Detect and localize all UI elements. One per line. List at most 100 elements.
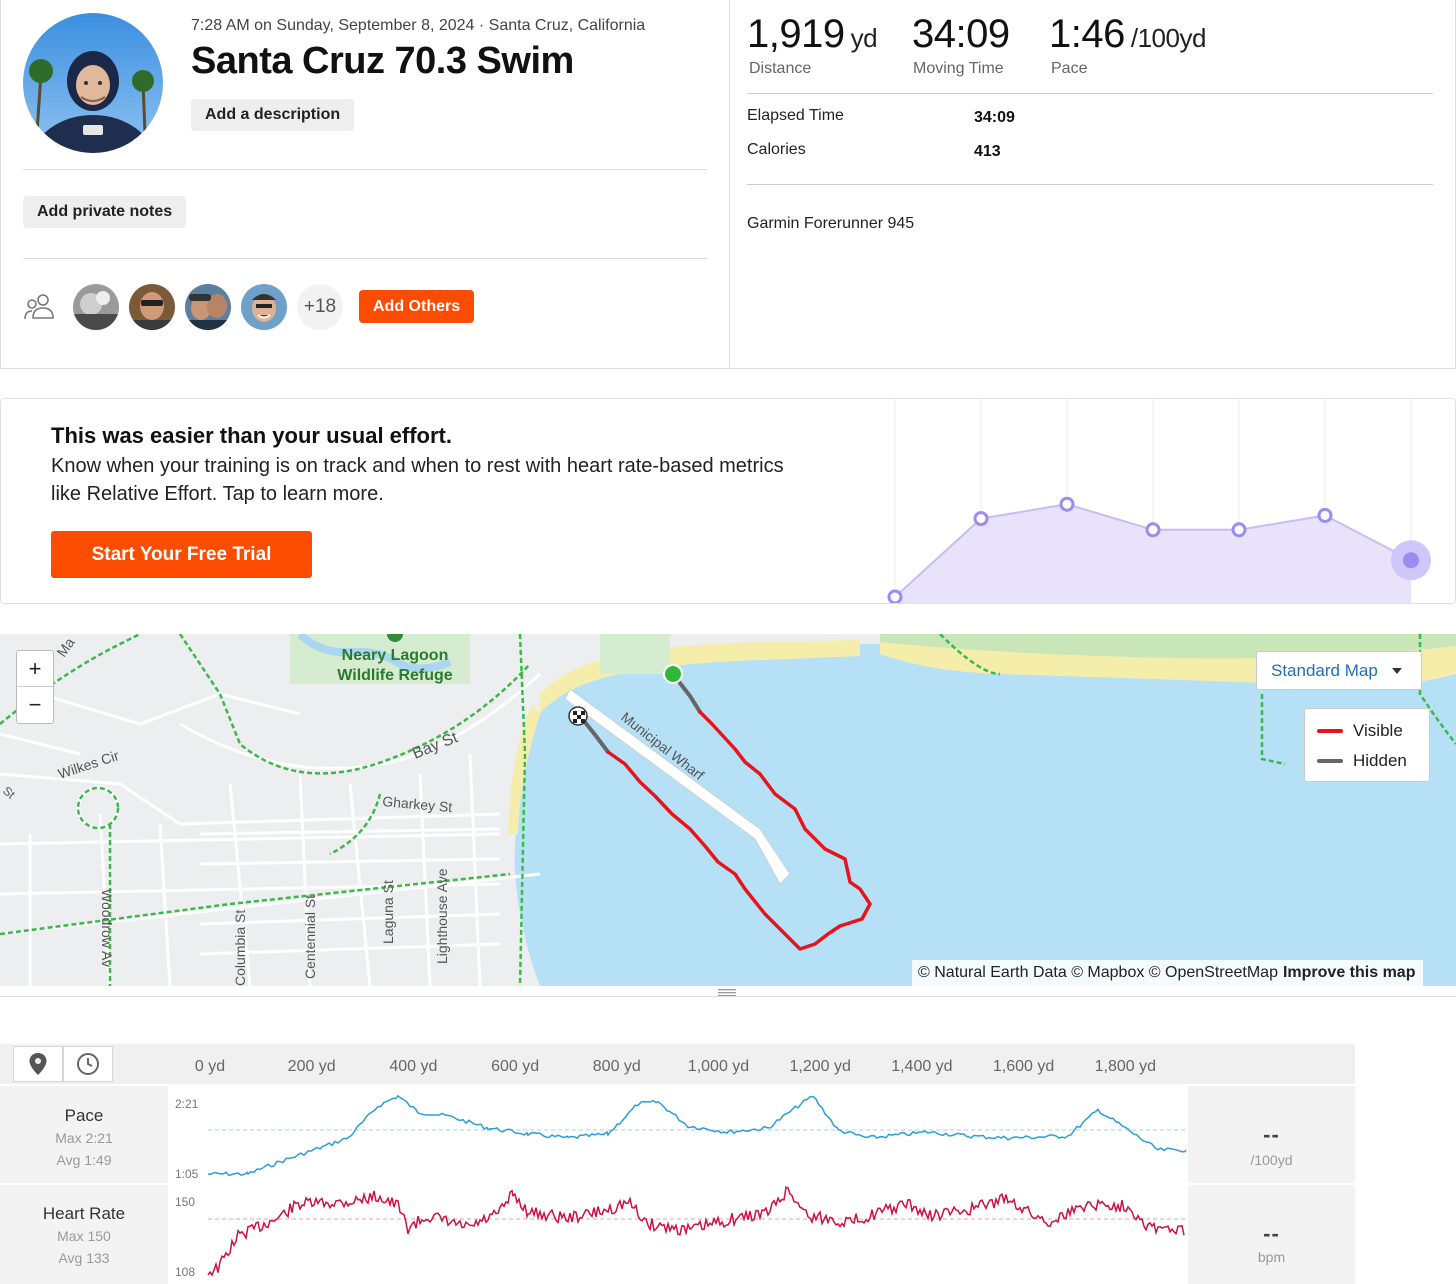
start-free-trial-button[interactable]: Start Your Free Trial [51, 531, 312, 578]
relative-effort-upsell: This was easier than your usual effort. … [0, 398, 1456, 604]
pace-y-bottom: 1:05 [175, 1167, 199, 1181]
moving-time-label: Moving Time [913, 60, 1004, 77]
pace-y-top: 2:21 [175, 1097, 199, 1111]
finish-flag-icon [568, 706, 588, 726]
pace-row-title: Pace [64, 1106, 104, 1125]
divider [747, 93, 1433, 94]
legend-swatch [1317, 759, 1343, 763]
divider [0, 1183, 1355, 1185]
distance-axis-bar [0, 1044, 1355, 1084]
effort-point [1059, 496, 1075, 512]
heart-rate-row-label: Heart Rate Max 150 Avg 133 [0, 1185, 168, 1284]
zoom-in-button[interactable]: + [17, 651, 53, 687]
distance-axis-tick: 200 yd [287, 1058, 336, 1075]
pace-label: Pace [1051, 60, 1088, 77]
add-private-notes-button[interactable]: Add private notes [23, 196, 187, 228]
legend-label: Visible [1353, 721, 1403, 740]
pace-max: Max 2:21 [55, 1130, 113, 1146]
distance-axis-tick: 800 yd [592, 1058, 641, 1075]
elapsed-time-label: Elapsed Time [747, 107, 844, 124]
add-description-button[interactable]: Add a description [191, 99, 355, 131]
map-label-gharkey: Gharkey St [382, 793, 453, 815]
pace-stat: 1:46/100yd [1049, 12, 1206, 57]
distance-mode-button[interactable] [13, 1046, 63, 1082]
map-label-refuge: Wildlife Refuge [337, 667, 453, 684]
group-athlete-avatar[interactable] [129, 284, 175, 330]
map-label-laguna: Laguna St [380, 880, 396, 944]
map-type-dropdown[interactable]: Standard Map [1256, 651, 1422, 690]
distance-axis-tick: 1,800 yd [1094, 1058, 1156, 1075]
more-athletes-count[interactable]: +18 [297, 284, 343, 330]
group-athlete-avatar[interactable] [73, 284, 119, 330]
pace-unit: /100yd [1130, 23, 1207, 53]
relative-effort-graph [887, 399, 1431, 603]
calories-value: 413 [974, 143, 1001, 160]
activity-title: Santa Cruz 70.3 Swim [191, 40, 574, 82]
effort-body: Know when your training is on track and … [51, 455, 784, 505]
distance-axis-tick: 1,000 yd [687, 1058, 750, 1075]
effort-point [1317, 507, 1333, 523]
group-athlete-avatar[interactable] [185, 284, 231, 330]
distance-axis-tick: 600 yd [491, 1058, 540, 1075]
legend-hidden: Hidden [1317, 751, 1407, 771]
activity-meta: 7:28 AM on Sunday, September 8, 2024 · S… [191, 17, 646, 34]
map-label-lighthouse: Lighthouse Ave [434, 868, 450, 964]
group-athlete-avatar[interactable] [241, 284, 287, 330]
effort-title: This was easier than your usual effort. [51, 423, 452, 448]
group-athletes-icon [24, 294, 54, 320]
attribution-text: © Natural Earth Data © Mapbox © OpenStre… [918, 964, 1278, 981]
distance-axis-tick: 0 yd [194, 1058, 226, 1075]
device-name: Garmin Forerunner 945 [747, 215, 915, 232]
heart-rate-row-title: Heart Rate [42, 1204, 126, 1223]
effort-point [887, 589, 903, 603]
distance-value: 1,919 [747, 12, 845, 56]
divider [0, 996, 1456, 997]
pace-avg: Avg 1:49 [56, 1152, 112, 1168]
map-zoom-control: + − [16, 650, 54, 724]
heart-rate-readout-unit: bpm [1257, 1249, 1286, 1265]
pace-value: 1:46 [1049, 12, 1125, 56]
map-label-lagoon: Neary Lagoon [342, 647, 449, 664]
heart-rate-avg: Avg 133 [58, 1250, 110, 1266]
distance-axis-tick: 1,200 yd [789, 1058, 851, 1075]
location-pin-icon [29, 1053, 47, 1075]
route-map[interactable]: Neary Lagoon Wildlife Refuge Municipal W… [0, 634, 1456, 986]
improve-map-link[interactable]: Improve this map [1282, 964, 1416, 981]
legend-label: Hidden [1353, 751, 1407, 770]
calories-label: Calories [747, 141, 806, 158]
legend-swatch [1317, 729, 1343, 733]
effort-point [1231, 522, 1247, 538]
map-label-centennial: Centennial St [302, 895, 318, 979]
add-others-button[interactable]: Add Others [359, 290, 475, 323]
effort-point [1403, 552, 1419, 569]
pace-readout-unit: /100yd [1250, 1152, 1293, 1168]
activity-header-card: 7:28 AM on Sunday, September 8, 2024 · S… [0, 0, 1456, 369]
map-type-label: Standard Map [1271, 660, 1378, 680]
distance-axis-tick: 1,600 yd [992, 1058, 1055, 1075]
divider [23, 258, 707, 259]
heart-rate-y-top: 150 [175, 1195, 196, 1209]
heart-rate-y-bottom: 108 [175, 1265, 196, 1279]
clock-icon [77, 1053, 99, 1075]
moving-time-value: 34:09 [912, 12, 1010, 56]
heart-rate-readout-value: -- [1263, 1221, 1280, 1246]
time-mode-button[interactable] [63, 1046, 113, 1082]
moving-time-stat: 34:09 [912, 12, 1010, 57]
pace-plot-area[interactable] [168, 1086, 1188, 1183]
effort-point [1145, 522, 1161, 538]
pace-readout: -- /100yd [1188, 1086, 1355, 1183]
divider [23, 169, 707, 170]
map-legend: Visible Hidden [1304, 708, 1430, 782]
effort-point [973, 511, 989, 527]
zoom-out-button[interactable]: − [28, 692, 42, 717]
distance-axis-tick: 400 yd [389, 1058, 438, 1075]
activity-summary-pane: 7:28 AM on Sunday, September 8, 2024 · S… [1, 0, 730, 369]
athlete-avatar[interactable] [23, 13, 163, 153]
distance-unit: yd [850, 23, 878, 53]
distance-axis-tick: 1,400 yd [891, 1058, 953, 1075]
drag-handle-icon[interactable] [718, 988, 736, 996]
map-label-columbia: Columbia St [232, 910, 248, 986]
distance-label: Distance [749, 60, 812, 77]
pace-readout-value: -- [1263, 1122, 1280, 1147]
distance-stat: 1,919 yd [747, 12, 878, 57]
